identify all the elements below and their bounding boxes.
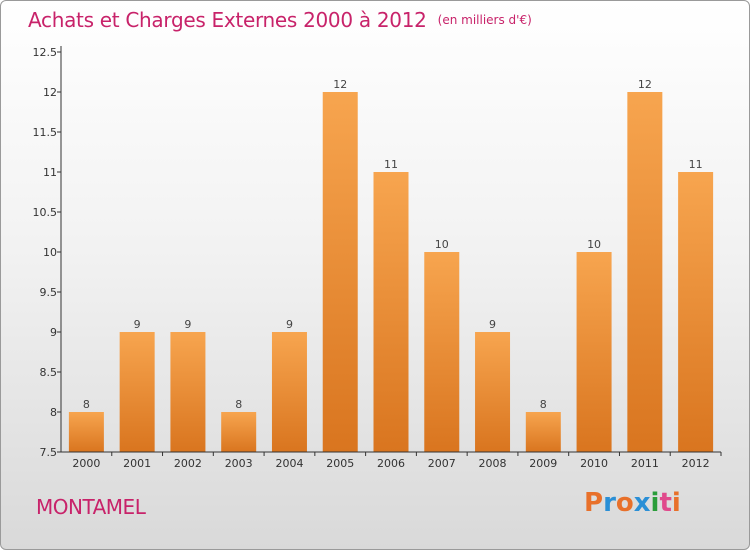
chart-subtitle: (en milliers d'€) (437, 13, 532, 27)
logo-letter: P (584, 488, 604, 518)
data-label-2010: 10 (587, 238, 601, 251)
proxiti-logo: Proxiti (584, 488, 681, 518)
logo-letter: t (659, 488, 672, 518)
bar-2000 (68, 412, 104, 452)
chart-title: Achats et Charges Externes 2000 à 2012 (28, 8, 427, 32)
x-tick-label-2008: 2008 (479, 457, 507, 470)
logo-letter: o (615, 488, 634, 518)
bar-2005 (322, 92, 358, 452)
x-tick-label-2002: 2002 (174, 457, 202, 470)
data-label-2003: 8 (235, 398, 242, 411)
data-label-2007: 10 (435, 238, 449, 251)
x-tick-label-2011: 2011 (631, 457, 659, 470)
x-tick-label-2012: 2012 (682, 457, 710, 470)
bar-2003 (221, 412, 257, 452)
x-tick-label-2003: 2003 (225, 457, 253, 470)
bar-2006 (373, 172, 409, 452)
data-label-2012: 11 (689, 158, 703, 171)
bar-2011 (627, 92, 663, 452)
bars-group (68, 92, 714, 452)
bar-2001 (119, 332, 155, 452)
x-tick-label-2001: 2001 (123, 457, 151, 470)
bar-2010 (576, 252, 612, 452)
y-tick-label-8: 8 (50, 406, 57, 419)
chart-title-row: Achats et Charges Externes 2000 à 2012 (… (28, 8, 532, 32)
data-label-2006: 11 (384, 158, 398, 171)
bar-2002 (170, 332, 206, 452)
bar-2007 (424, 252, 460, 452)
bar-2009 (525, 412, 561, 452)
logo-letter: x (633, 488, 651, 518)
data-label-2009: 8 (540, 398, 547, 411)
y-tick-label-10: 10 (43, 246, 57, 259)
y-tick-label-9.5: 9.5 (40, 286, 58, 299)
axes-group (57, 46, 722, 456)
x-tick-label-2007: 2007 (428, 457, 456, 470)
y-tick-label-11: 11 (43, 166, 57, 179)
logo-letter: r (603, 488, 616, 518)
commune-name: MONTAMEL (36, 495, 146, 519)
y-tick-label-12.5: 12.5 (33, 46, 58, 59)
y-tick-label-10.5: 10.5 (33, 206, 58, 219)
x-tick-label-2006: 2006 (377, 457, 405, 470)
y-tick-label-8.5: 8.5 (40, 366, 58, 379)
x-tick-label-2000: 2000 (72, 457, 100, 470)
data-label-2001: 9 (134, 318, 141, 331)
y-tick-label-7.5: 7.5 (40, 446, 58, 459)
data-label-2000: 8 (83, 398, 90, 411)
data-label-2011: 12 (638, 78, 652, 91)
y-tick-label-9: 9 (50, 326, 57, 339)
data-label-2002: 9 (184, 318, 191, 331)
y-tick-label-11.5: 11.5 (33, 126, 58, 139)
bar-2012 (678, 172, 714, 452)
logo-letter: i (671, 488, 681, 518)
bar-2008 (475, 332, 511, 452)
x-tick-label-2010: 2010 (580, 457, 608, 470)
labels-group: 8 2000 9 2001 9 2002 8 2003 9 2004 12 2005 11 2006 10 2… (33, 46, 710, 470)
logo-letter: i (650, 488, 660, 518)
data-label-2005: 12 (333, 78, 347, 91)
x-tick-label-2005: 2005 (326, 457, 354, 470)
x-tick-label-2004: 2004 (275, 457, 303, 470)
data-label-2008: 9 (489, 318, 496, 331)
data-label-2004: 9 (286, 318, 293, 331)
x-tick-label-2009: 2009 (529, 457, 557, 470)
y-tick-label-12: 12 (43, 86, 57, 99)
bar-2004 (271, 332, 307, 452)
